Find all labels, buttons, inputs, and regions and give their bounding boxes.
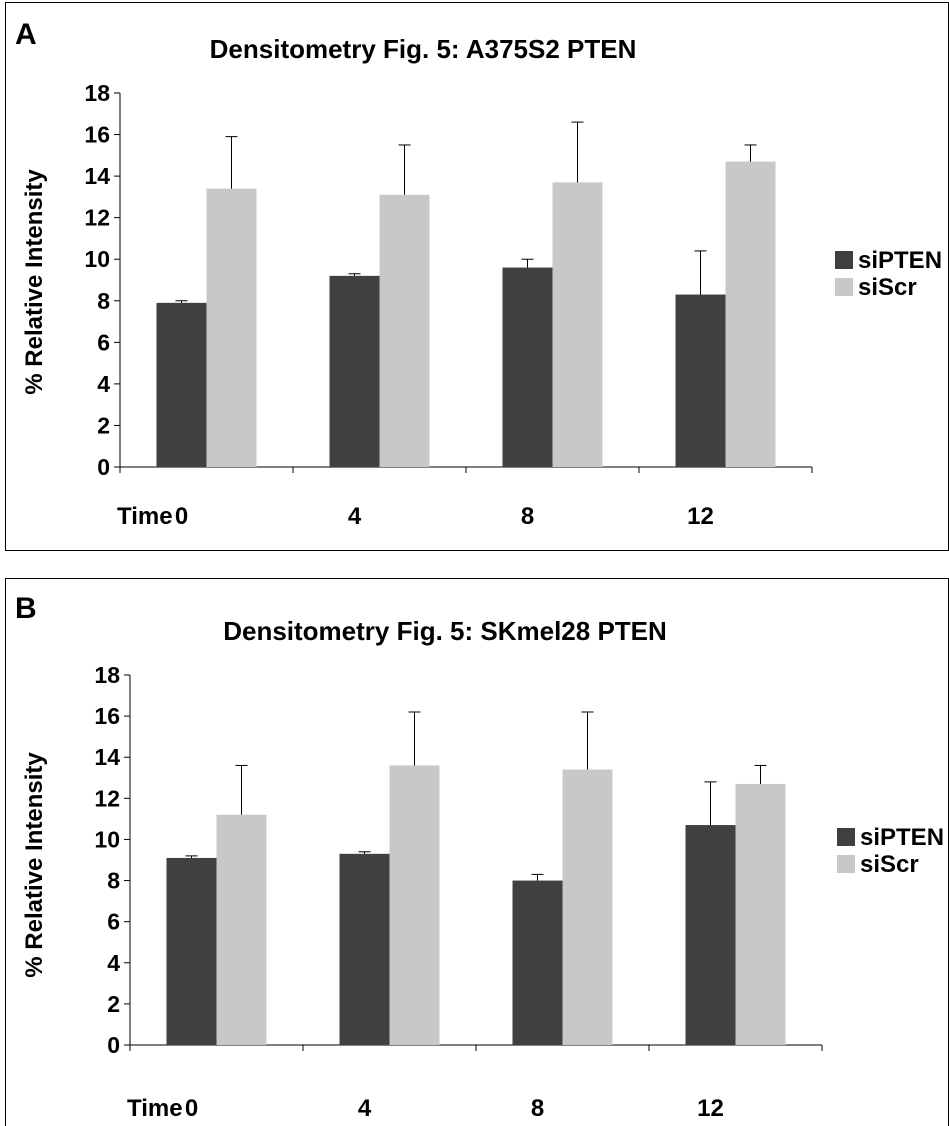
chart-a-y-tick-label-2: 2	[97, 412, 110, 438]
chart-b-x-tick-label-12: 12	[697, 1095, 724, 1122]
chart-a-y-tick-label-14: 14	[84, 163, 110, 189]
chart-a-y-tick-label-16: 16	[84, 122, 110, 148]
legend-b-label-siPTEN: siPTEN	[860, 824, 944, 851]
legend-b-swatch-siPTEN	[837, 828, 855, 846]
bar-a-siScr-8	[552, 182, 603, 467]
chart-a-plot: 0 2 4 6 8 10 12 14 16 18 0 4 8 12	[84, 80, 813, 530]
chart-b-y-tick-label-10: 10	[94, 826, 120, 852]
bar-b-siScr-4	[389, 765, 440, 1045]
legend-b-label-siScr: siScr	[860, 851, 919, 878]
chart-panel-a: A Densitometry Fig. 5: A375S2 PTEN % Rel…	[5, 2, 949, 552]
panel-label-b: B	[15, 592, 37, 625]
chart-a-x-tick-label-12: 12	[687, 503, 714, 530]
chart-b-x-tick-label-0: 0	[185, 1095, 198, 1122]
chart-a-y-tick-label-0: 0	[97, 454, 110, 480]
chart-a-xlabel: Time	[117, 503, 173, 530]
chart-a-legend: siPTEN siScr	[835, 247, 942, 301]
chart-a-y-tick-label-4: 4	[97, 371, 110, 397]
chart-b-x-tick-label-8: 8	[531, 1095, 544, 1122]
bar-b-siScr-8	[562, 769, 613, 1045]
bar-b-siPTEN-0	[166, 857, 217, 1045]
chart-a-border	[5, 2, 949, 551]
chart-a-y-tick-label-18: 18	[84, 80, 110, 106]
legend-b-swatch-siScr	[837, 855, 855, 873]
bar-b-siPTEN-12	[685, 825, 736, 1045]
bar-a-siScr-12	[725, 161, 776, 468]
chart-a-svg: A Densitometry Fig. 5: A375S2 PTEN % Rel…	[5, 2, 949, 551]
bar-a-siScr-0	[206, 188, 257, 468]
bar-a-siPTEN-4	[329, 275, 380, 467]
chart-b-plot: 0 2 4 6 8 10 12 14 16 18 0 4 8 12	[94, 662, 823, 1122]
chart-a-ylabel: % Relative Intensity	[21, 169, 48, 395]
bar-b-siPTEN-4	[339, 853, 390, 1045]
bar-a-siPTEN-8	[502, 267, 553, 467]
chart-b-y-tick-label-4: 4	[107, 950, 120, 976]
bar-b-siPTEN-8	[512, 880, 563, 1045]
legend-a-label-siScr: siScr	[858, 274, 917, 301]
chart-a-title: Densitometry Fig. 5: A375S2 PTEN	[210, 34, 637, 64]
bar-b-siScr-12	[735, 783, 786, 1045]
chart-b-border	[5, 578, 949, 1126]
chart-b-legend: siPTEN siScr	[837, 824, 944, 878]
chart-a-x-tick-label-0: 0	[175, 503, 188, 530]
chart-a-y-tick-label-6: 6	[97, 329, 110, 355]
chart-b-y-tick-label-18: 18	[94, 662, 120, 688]
chart-b-y-tick-label-14: 14	[94, 744, 120, 770]
chart-b-svg: B Densitometry Fig. 5: SKmel28 PTEN % Re…	[5, 578, 949, 1126]
chart-b-x-tick-label-4: 4	[358, 1095, 372, 1122]
chart-b-ylabel: % Relative Intensity	[21, 752, 48, 978]
bar-a-siPTEN-12	[675, 294, 726, 467]
chart-b-y-tick-label-0: 0	[107, 1032, 120, 1058]
chart-b-y-tick-label-16: 16	[94, 703, 120, 729]
chart-b-y-tick-label-12: 12	[94, 785, 120, 811]
chart-a-y-tick-label-12: 12	[84, 205, 110, 231]
bar-a-siPTEN-0	[156, 302, 207, 467]
chart-b-y-tick-label-2: 2	[107, 991, 120, 1017]
chart-b-xlabel: Time	[127, 1095, 183, 1122]
chart-b-y-tick-label-8: 8	[107, 868, 120, 894]
chart-b-title: Densitometry Fig. 5: SKmel28 PTEN	[223, 616, 667, 646]
bar-a-siScr-4	[379, 194, 430, 468]
chart-a-x-tick-label-8: 8	[521, 503, 534, 530]
chart-a-x-tick-label-4: 4	[348, 503, 362, 530]
panel-label-a: A	[15, 18, 37, 51]
chart-a-y-tick-label-8: 8	[97, 288, 110, 314]
chart-b-y-tick-label-6: 6	[107, 909, 120, 935]
legend-a-label-siPTEN: siPTEN	[858, 247, 942, 274]
bar-b-siScr-0	[216, 814, 267, 1045]
legend-a-swatch-siPTEN	[835, 251, 853, 269]
chart-a-y-tick-label-10: 10	[84, 246, 110, 272]
legend-a-swatch-siScr	[835, 278, 853, 296]
chart-panel-b: B Densitometry Fig. 5: SKmel28 PTEN % Re…	[5, 578, 949, 1126]
